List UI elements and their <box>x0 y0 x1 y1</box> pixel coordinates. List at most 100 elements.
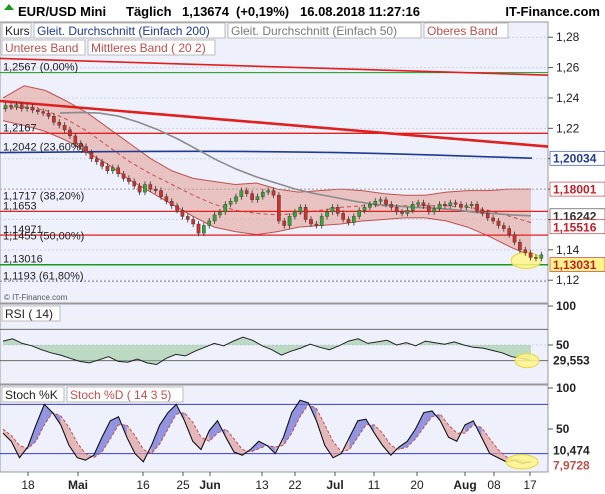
price-value: 1,13674 <box>182 4 230 19</box>
candle-body <box>271 190 276 196</box>
x-tick-label: Jun <box>199 478 220 492</box>
candle-body <box>325 211 329 217</box>
rsi-area <box>3 337 531 365</box>
candle-body <box>346 219 351 223</box>
candle-body <box>432 208 437 213</box>
stoch-fill-segment <box>110 416 119 439</box>
legend-label-lower-band: Unteres Band <box>5 41 78 55</box>
legend-label-upper-band: Oberes Band <box>427 24 498 38</box>
candle-body <box>287 216 292 226</box>
candle-body <box>94 158 99 162</box>
price-change: (+0,19%) <box>236 4 289 19</box>
stoch-d-title: Stoch %D ( 14 3 5) <box>70 388 171 402</box>
rsi-line <box>2 336 532 366</box>
rsi-panel <box>0 303 549 385</box>
legend-label-ma200: Gleit. Durchschnitt (Einfach 200) <box>37 24 210 38</box>
level-label: 1,13016 <box>3 254 43 266</box>
level-label: 1,14971 <box>3 224 43 236</box>
candle-body <box>496 220 501 226</box>
stoch-fill-segment <box>481 427 490 454</box>
candle-body <box>437 204 442 210</box>
x-tick-label: 20 <box>410 478 424 492</box>
candle-body <box>378 199 383 202</box>
upper-band-line <box>2 85 531 196</box>
main-y-tick-label: 1,14 <box>556 243 580 257</box>
x-axis: 18 Mai 16 25 Jun 13 22 Jul 11 20 Aug 08 17 <box>21 472 537 492</box>
up-arrow-icon <box>4 4 14 10</box>
brand-label: IT-Finance.com <box>505 4 600 19</box>
candle-body <box>528 252 533 258</box>
stoch-fill-segment <box>349 420 358 450</box>
rsi-y-tick-label: 100 <box>556 299 576 313</box>
stoch-fill-segment <box>234 438 243 456</box>
stoch-fill-segment <box>69 427 78 458</box>
stoch-fill-segment <box>209 420 218 442</box>
candle-body <box>132 181 137 187</box>
candle-body <box>218 211 222 216</box>
fib-level-label: 1,1717 (38,20%) <box>3 191 84 203</box>
price-tag-label: 1,18001 <box>553 183 597 197</box>
stoch-fill-segment <box>440 414 449 438</box>
stoch-d-legend <box>66 386 184 403</box>
candle-body <box>143 184 147 193</box>
candle-body <box>36 109 40 112</box>
legend-item-ma50 <box>227 22 422 39</box>
candle-body <box>518 242 522 251</box>
stoch-fill-segment <box>258 441 267 449</box>
rsi-title: RSI ( 14) <box>5 307 53 321</box>
rsi-current-label: 29,553 <box>553 354 590 368</box>
stoch-fill-segment <box>3 429 12 442</box>
candle-body <box>453 202 458 205</box>
stoch-fill-segment <box>324 424 333 458</box>
candle-body <box>459 204 463 208</box>
candle-body <box>180 210 185 217</box>
stoch-k-current-label: 10,474 <box>553 443 590 457</box>
legend-label-middle-band: Mittleres Band ( 20 2) <box>91 41 206 55</box>
x-tick-label: 22 <box>288 478 302 492</box>
stoch-fill-segment <box>333 441 342 458</box>
candle-body <box>110 167 115 172</box>
candle-body <box>303 207 308 220</box>
candle-body <box>3 105 8 109</box>
stoch-k-legend <box>1 386 65 403</box>
stoch-fill-segment <box>225 429 234 452</box>
candle-body <box>73 135 78 144</box>
x-tick-label: Aug <box>453 478 476 492</box>
stoch-highlight <box>505 454 539 470</box>
candle-body <box>78 143 83 147</box>
candle-body <box>196 223 201 234</box>
stoch-fill-segment <box>415 412 424 439</box>
watermark: © IT-Finance.com <box>4 293 68 302</box>
candle-body <box>373 201 378 205</box>
level-label: 1,1653 <box>3 200 37 212</box>
candle-body <box>68 129 72 137</box>
stoch-y-tick-label: 100 <box>556 381 576 395</box>
rsi-legend <box>1 305 61 322</box>
legend-item-upper-band <box>423 22 509 39</box>
main-y-tick-label: 1,12 <box>556 273 580 287</box>
candle-body <box>19 104 24 109</box>
indicator-lines <box>0 57 549 282</box>
stoch-k-line <box>2 399 532 464</box>
candle-body <box>223 204 228 213</box>
x-tick-label: 13 <box>255 478 269 492</box>
candle-body <box>185 216 190 220</box>
price-highlight <box>510 251 542 269</box>
candle-body <box>137 185 142 193</box>
candle-body <box>410 204 415 211</box>
x-tick-label: 16 <box>136 478 150 492</box>
ma50-line <box>59 111 532 217</box>
candle-body <box>400 211 404 214</box>
stoch-fill-segment <box>168 404 177 429</box>
fibonacci-labels: 1,2567 (0,00%) 1,2042 (23,60%) 1,1717 (38,… <box>3 62 84 283</box>
stoch-fill-segment <box>60 415 69 446</box>
candle-body <box>523 249 528 254</box>
stoch-fill-segment <box>184 412 193 442</box>
candle-body <box>368 204 372 208</box>
ma200-line <box>0 150 533 159</box>
fib-level-label: 1,1455 (50,00%) <box>3 230 84 242</box>
candle-body <box>282 220 287 226</box>
candle-body <box>228 201 233 205</box>
x-tick-label: Mai <box>68 478 88 492</box>
